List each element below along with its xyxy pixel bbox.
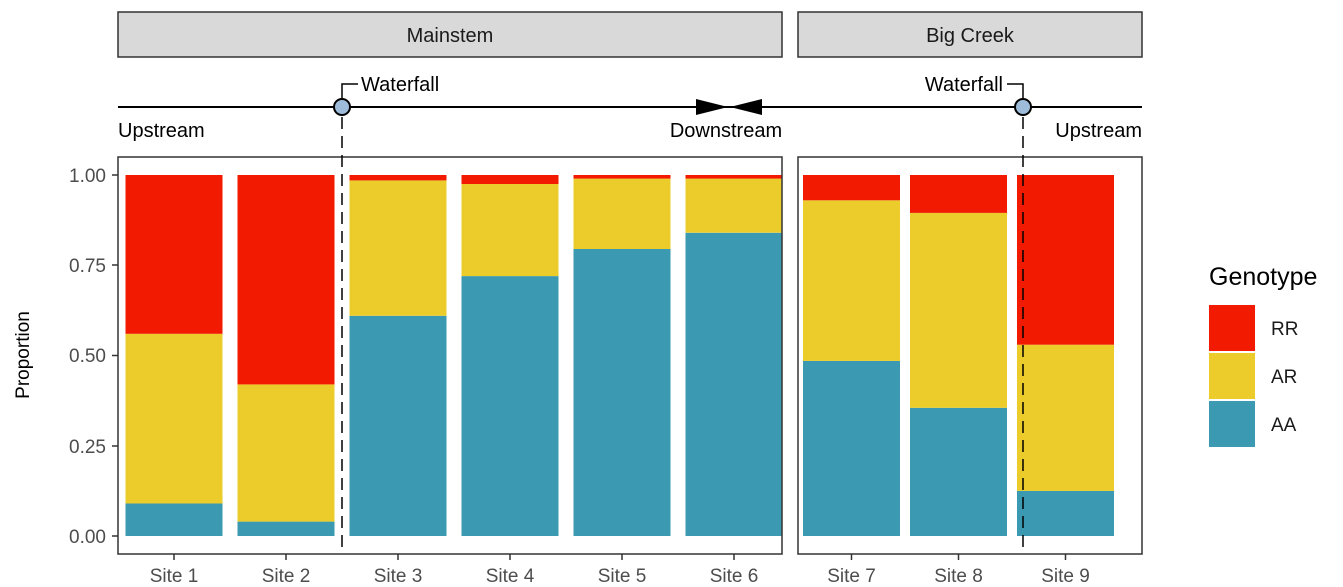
bar-segment-rr-site-8 (910, 175, 1007, 213)
waterfall-marker-mainstem (333, 98, 351, 116)
legend-key-aa (1209, 401, 1255, 447)
upstream-label-right: Upstream (1055, 120, 1142, 142)
waterfall-marker-big-creek (1014, 98, 1032, 116)
strip-big-creek (797, 11, 1143, 58)
y-tick-label: 0.25 (69, 437, 106, 458)
y-tick-label: 0.50 (69, 346, 106, 367)
waterfall-label-mainstem: Waterfall (361, 74, 439, 96)
waterfall-label-big-creek: Waterfall (925, 74, 1003, 96)
bar-segment-ar-site-5 (573, 178, 671, 249)
bar-segment-ar-site-8 (910, 212, 1007, 408)
y-tick-label: 0.00 (69, 527, 106, 548)
bars-layer (125, 175, 1114, 537)
strip-label-big-creek: Big Creek (926, 25, 1015, 47)
x-tick-label: Site 9 (1041, 566, 1090, 587)
strip-mainstem (117, 11, 783, 58)
waterfall-leader-mainstem (341, 83, 358, 98)
bar-segment-aa-site-4 (461, 276, 559, 536)
x-tick-label: Site 8 (934, 566, 983, 587)
bar-segment-aa-site-7 (803, 360, 900, 536)
downstream-arrow-left (730, 99, 762, 115)
bar-segment-rr-site-3 (349, 175, 447, 181)
y-tick-label: 0.75 (69, 256, 106, 277)
bar-segment-aa-site-9 (1017, 490, 1114, 536)
legend-title: Genotype (1209, 263, 1317, 291)
x-tick-label: Site 7 (827, 566, 876, 587)
legend-label-ar: AR (1271, 367, 1297, 388)
bar-segment-ar-site-9 (1017, 344, 1114, 491)
x-tick-label: Site 4 (486, 566, 535, 587)
bar-segment-ar-site-4 (461, 184, 559, 277)
x-axis: Site 1 Site 2 Site 3 Site 4 Site 5 Site 6 Site… (150, 554, 1090, 587)
bar-segment-rr-site-9 (1017, 175, 1114, 345)
bar-segment-rr-site-7 (803, 175, 900, 201)
downstream-label: Downstream (670, 120, 782, 142)
bar-segment-rr-site-4 (461, 175, 559, 184)
bar-segment-ar-site-2 (237, 384, 335, 522)
legend-label-rr: RR (1271, 319, 1298, 340)
bar-segment-ar-site-7 (803, 200, 900, 361)
bar-segment-aa-site-5 (573, 249, 671, 536)
bar-segment-ar-site-3 (349, 180, 447, 316)
bar-segment-aa-site-8 (910, 407, 1007, 536)
legend-key-rr (1209, 305, 1255, 351)
y-axis: 0.00 0.25 0.50 0.75 1.00 (69, 166, 118, 548)
legend-key-ar (1209, 353, 1255, 399)
strip-label-mainstem: Mainstem (407, 25, 494, 47)
bar-segment-rr-site-2 (237, 175, 335, 385)
panel-border-big-creek (797, 156, 1143, 555)
bar-segment-aa-site-6 (685, 232, 783, 537)
x-tick-label: Site 6 (710, 566, 759, 587)
legend-label-aa: AA (1271, 415, 1297, 436)
x-tick-label: Site 2 (262, 566, 311, 587)
legend: Genotype RR AR AA (1209, 263, 1317, 447)
waterfall-leader-big-creek (1007, 83, 1024, 98)
x-tick-label: Site 1 (150, 566, 199, 587)
x-tick-label: Site 3 (374, 566, 423, 587)
bar-segment-aa-site-1 (125, 503, 223, 536)
bar-segment-rr-site-6 (685, 175, 783, 179)
bar-segment-rr-site-1 (125, 175, 223, 334)
bar-segment-ar-site-6 (685, 178, 783, 233)
bar-segment-rr-site-5 (573, 175, 671, 179)
y-axis-label: Proportion (13, 311, 34, 399)
bar-segment-ar-site-1 (125, 333, 223, 504)
x-tick-label: Site 5 (598, 566, 647, 587)
y-tick-label: 1.00 (69, 166, 106, 187)
upstream-label-left: Upstream (118, 120, 205, 142)
panel-border-mainstem (117, 156, 783, 555)
bar-segment-aa-site-3 (349, 315, 447, 536)
downstream-arrow-right (696, 99, 728, 115)
bar-segment-aa-site-2 (237, 521, 335, 536)
